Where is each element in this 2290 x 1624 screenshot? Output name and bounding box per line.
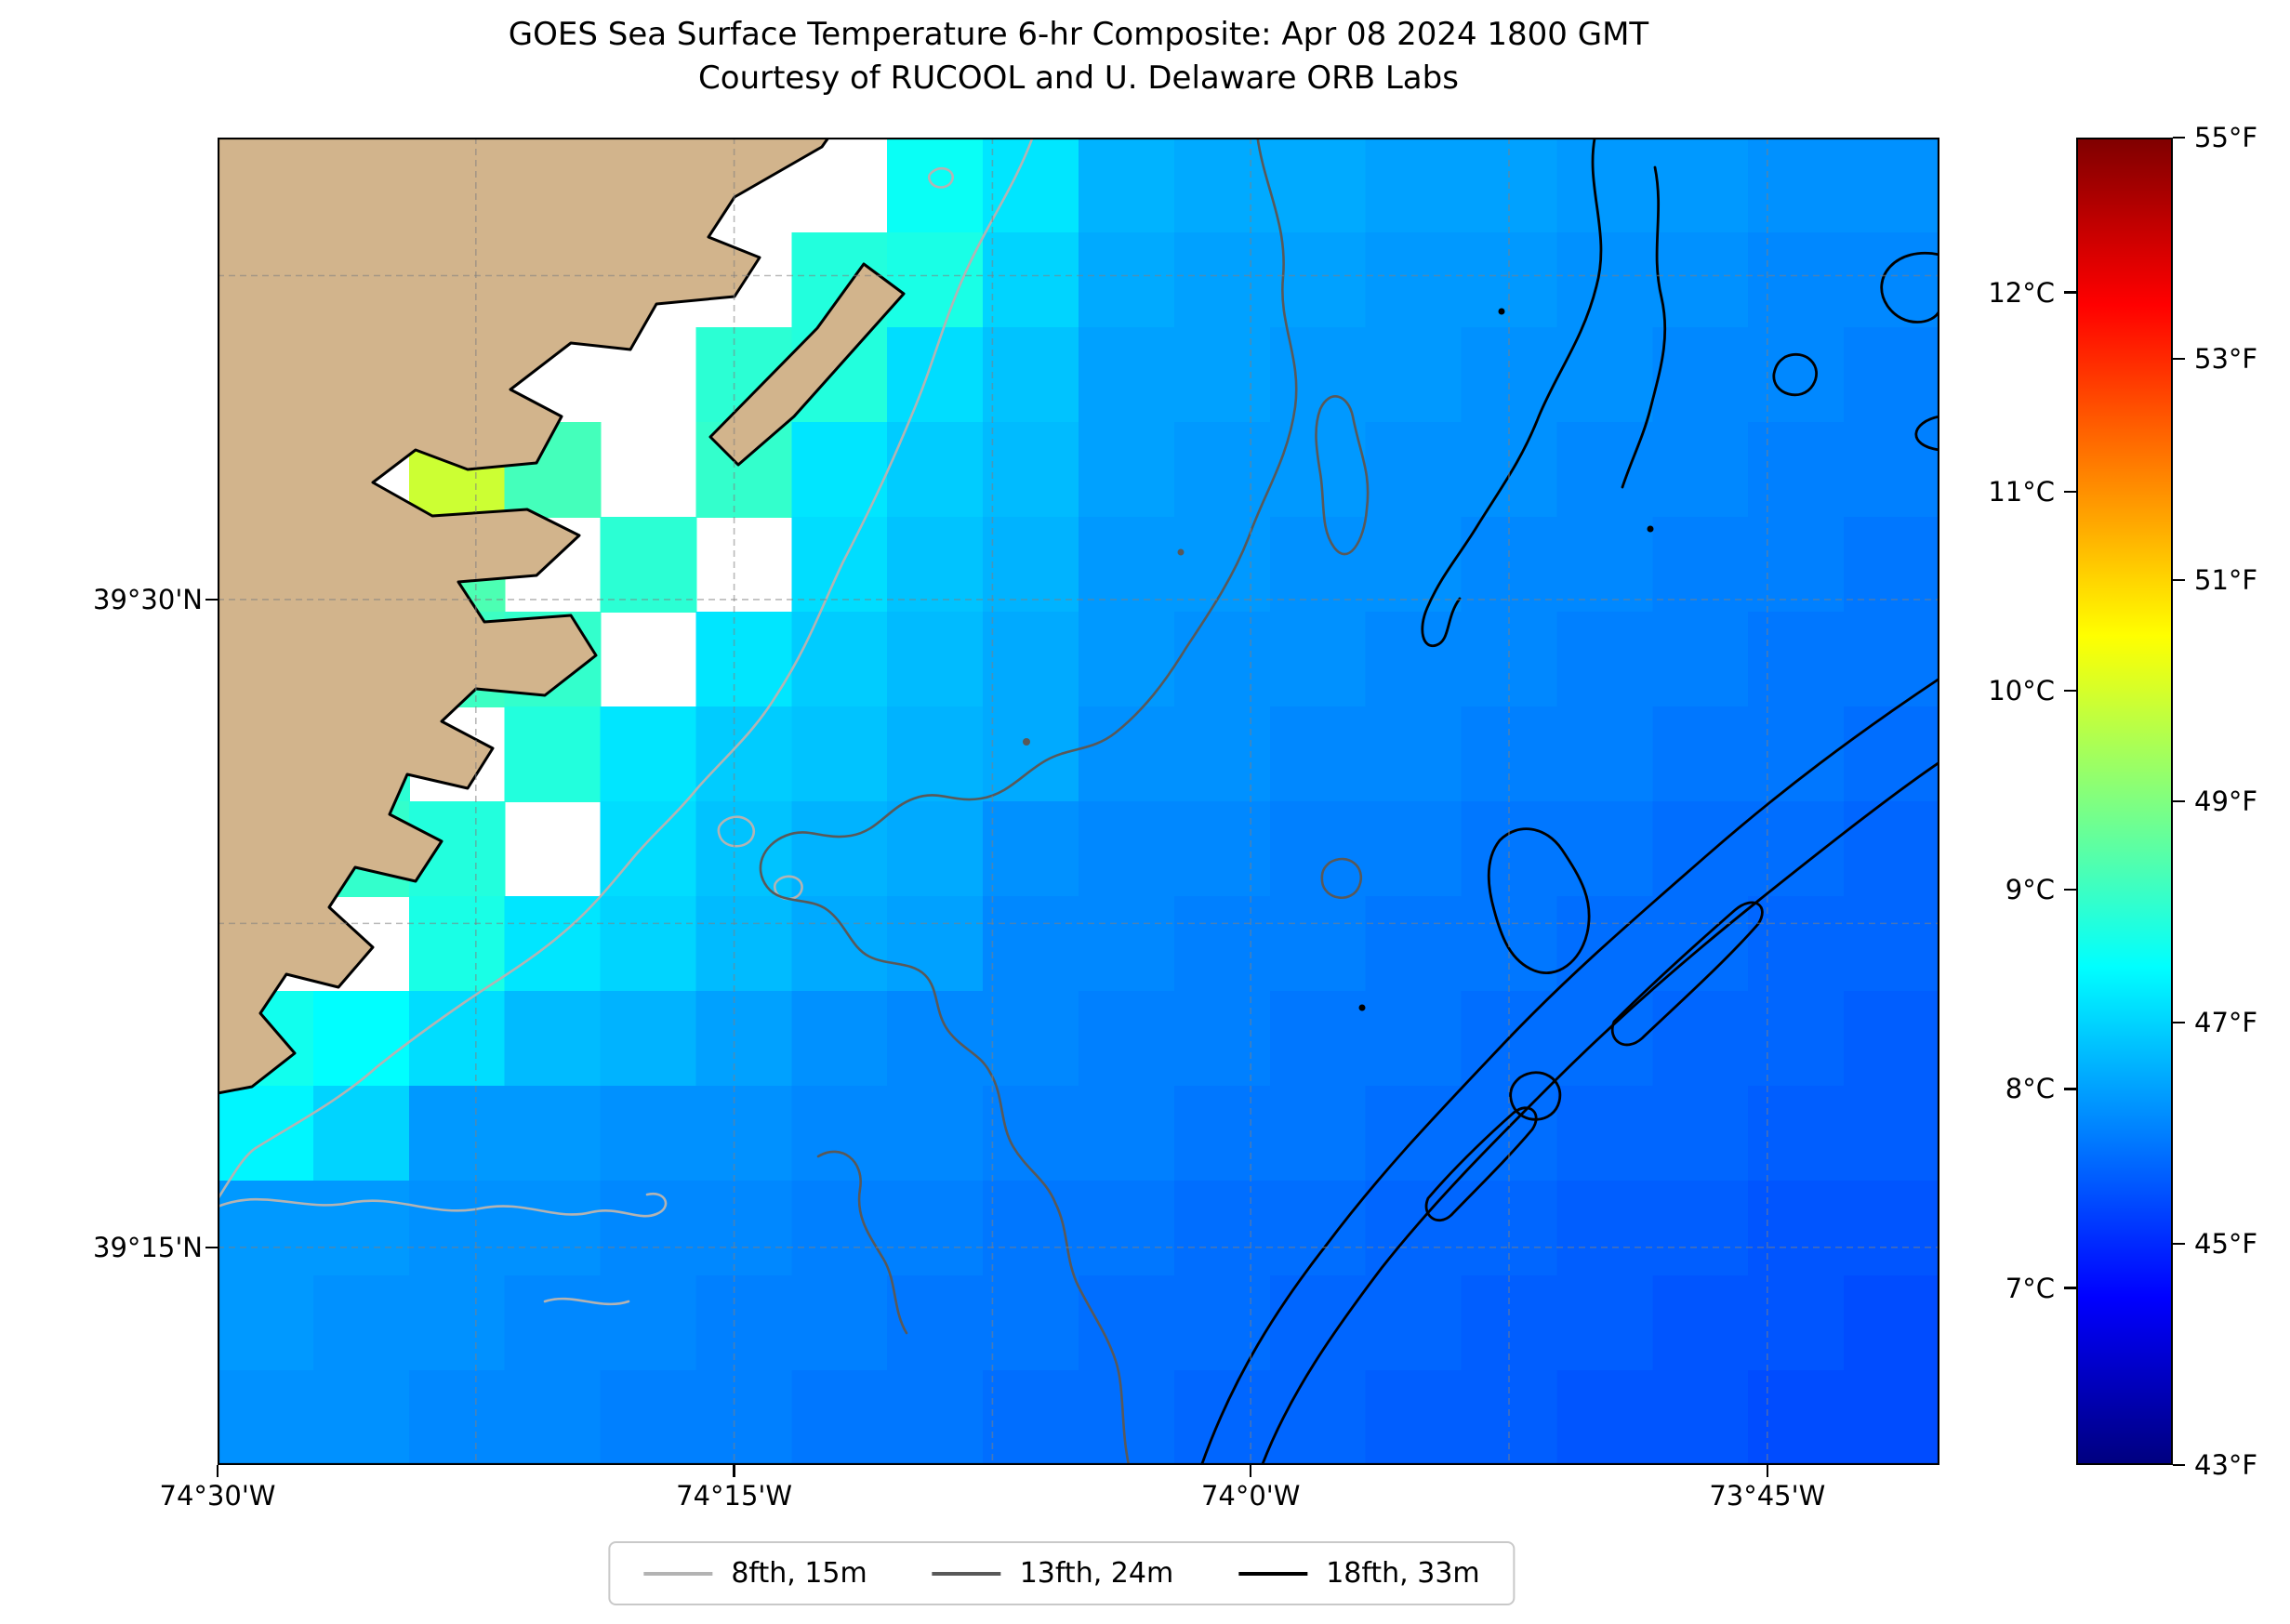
lon-tick-label: 74°0'W [1200,1480,1301,1512]
lat-tick-mark [205,1246,218,1248]
legend-label-8fth: 8fth, 15m [731,1557,867,1590]
coastline [218,138,830,1095]
colorbar-c-label: 7°C [2005,1272,2055,1304]
lon-tick-mark [1250,1465,1252,1477]
colorbar-f-label: 51°F [2194,564,2258,596]
legend-item-13fth: 13fth, 24m [932,1557,1174,1590]
barrier-island [708,262,906,467]
sst-heatmap [218,138,1939,1465]
colorbar-c-tick-mark [2064,689,2076,693]
contour-13fth [759,138,1370,1465]
legend-label-13fth: 13fth, 24m [1019,1557,1174,1590]
lat-tick-label: 39°30'N [93,583,203,615]
colorbar-f-tick-mark [2173,136,2185,139]
colorbar-c-label: 9°C [2005,874,2055,906]
legend-item-18fth: 18fth, 33m [1238,1557,1480,1590]
colorbar-c-tick-mark [2064,889,2076,891]
contour-13fth-line-icon [932,1571,1001,1576]
map-frame [218,138,1939,1465]
lon-tick-label: 74°15'W [676,1480,793,1512]
colorbar-f-tick-mark [2173,799,2185,803]
lat-tick-label: 39°15'N [93,1231,203,1263]
legend: 8fth, 15m 13fth, 24m 18fth, 33m [608,1541,1516,1605]
colorbar-f-tick-mark [2173,578,2185,582]
colorbar-c-label: 8°C [2005,1073,2055,1105]
colorbar-f-label: 53°F [2194,343,2258,375]
map-canvas [218,138,1939,1465]
colorbar-c-tick-mark [2064,1287,2076,1289]
colorbar-f-label: 47°F [2194,1007,2258,1038]
colorbar-c-label: 10°C [1988,675,2055,706]
colorbar-c-tick-mark [2064,1088,2076,1090]
contour-8fth-line-icon [643,1571,713,1576]
figure-title: GOES Sea Surface Temperature 6-hr Compos… [218,13,1939,100]
lon-tick-mark [733,1465,735,1477]
lon-tick-label: 74°30'W [159,1480,276,1512]
legend-label-18fth: 18fth, 33m [1326,1557,1480,1590]
colorbar-c-label: 12°C [1988,276,2055,309]
legend-item-8fth: 8fth, 15m [643,1557,867,1590]
lon-tick-label: 73°45'W [1709,1480,1826,1512]
contour-8fth [218,138,1034,1306]
contour-18fth [1199,138,1939,1465]
colorbar-f-label: 45°F [2194,1228,2258,1260]
colorbar [2076,138,2173,1465]
lon-tick-mark [1766,1465,1768,1477]
figure-title-line1: GOES Sea Surface Temperature 6-hr Compos… [508,16,1649,53]
colorbar-f-tick-mark [2173,1463,2185,1467]
colorbar-f-tick-mark [2173,1242,2185,1246]
colorbar-f-tick-mark [2173,1021,2185,1024]
colorbar-f-label: 49°F [2194,786,2258,817]
land-polygon [218,138,906,1095]
figure-title-line2: Courtesy of RUCOOL and U. Delaware ORB L… [698,59,1459,97]
graticule-gridlines [218,138,1939,1465]
lon-tick-mark [216,1465,219,1477]
colorbar-c-tick-mark [2064,490,2076,493]
colorbar-c-tick-mark [2064,291,2076,294]
contour-18fth-line-icon [1238,1571,1308,1576]
colorbar-c-label: 11°C [1988,475,2055,508]
colorbar-f-label: 55°F [2194,122,2258,153]
lat-tick-mark [205,598,218,601]
colorbar-f-tick-mark [2173,357,2185,361]
colorbar-f-label: 43°F [2194,1449,2258,1481]
